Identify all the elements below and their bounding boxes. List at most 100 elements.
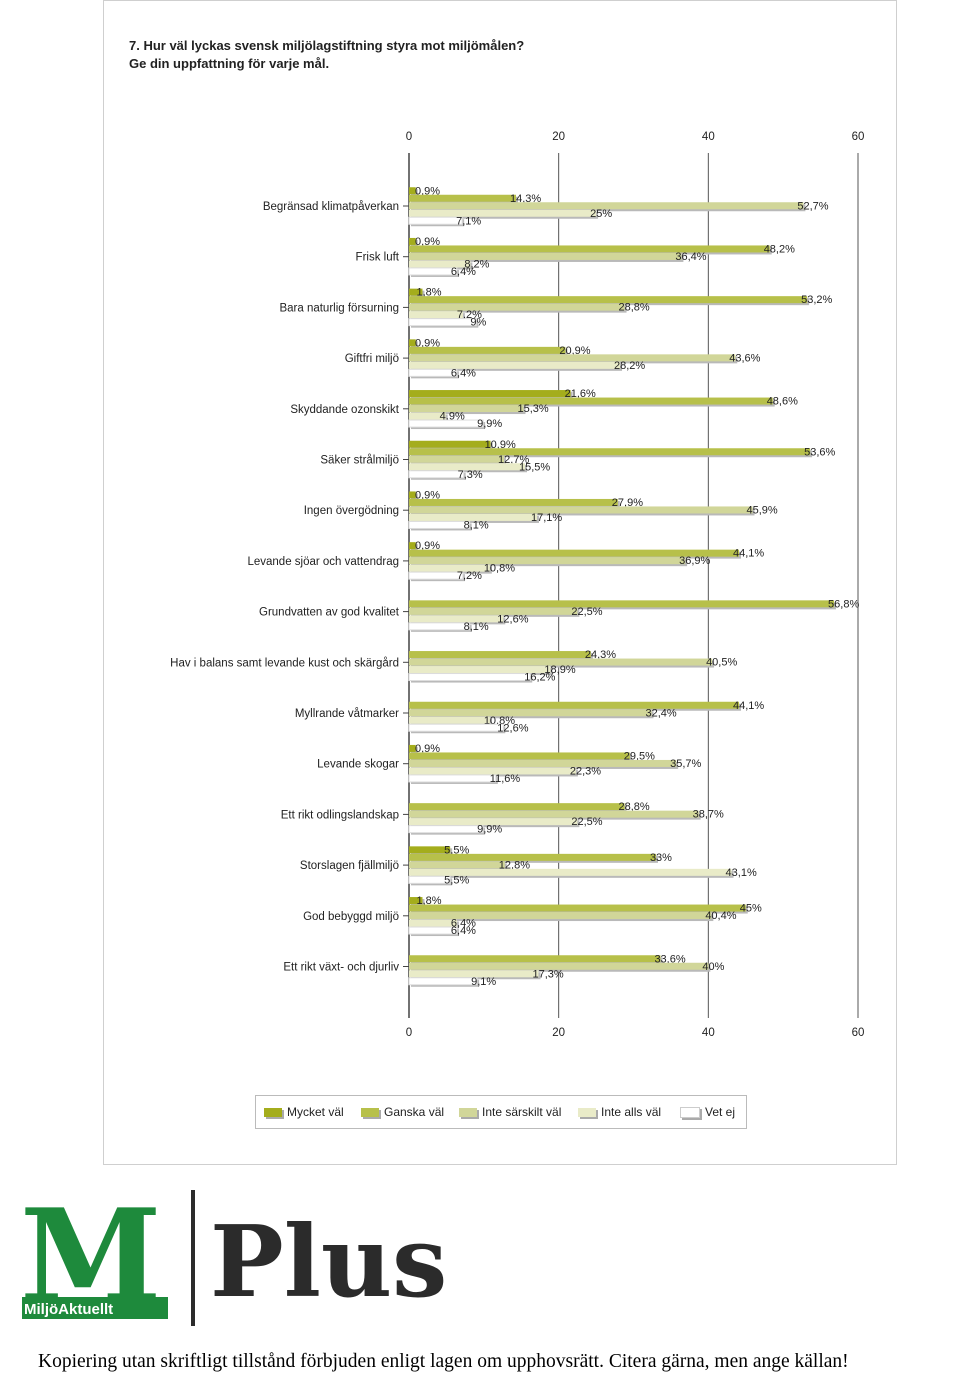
data-label-vet-ej-10: 12,6% xyxy=(497,722,528,734)
category-label-god-bebyggd-miljö: God bebyggd miljö xyxy=(303,911,399,923)
x-tick-bottom-60: 60 xyxy=(852,1027,865,1039)
bar-mycket-väl-2 xyxy=(409,288,423,296)
bar-inte-alls-väl-15 xyxy=(409,970,539,978)
data-label-inte-särskilt-väl-11: 35,7% xyxy=(670,758,701,770)
category-label-hav-i-balans-samt-levande-kust-och-skärgård: Hav i balans samt levande kust och skärg… xyxy=(170,657,399,669)
legend-item-inte-alls-väl: Inte alls väl xyxy=(578,1105,661,1119)
bar-mycket-väl-7 xyxy=(409,542,416,550)
data-label-ganska-väl-0: 14,3% xyxy=(510,193,541,205)
data-label-inte-särskilt-väl-4: 15,3% xyxy=(517,403,548,415)
category-label-myllrande-våtmarker: Myllrande våtmarker xyxy=(295,708,399,720)
data-label-inte-särskilt-väl-5: 12,7% xyxy=(498,454,529,466)
bar-inte-alls-väl-11 xyxy=(409,767,576,775)
bar-vet-ej-4 xyxy=(408,419,484,428)
data-label-inte-särskilt-väl-7: 36,9% xyxy=(679,555,710,567)
data-label-ganska-väl-4: 48,6% xyxy=(767,396,798,408)
bar-inte-särskilt-väl-5 xyxy=(409,455,505,463)
category-label-frisk-luft: Frisk luft xyxy=(356,252,400,264)
bar-vet-ej-15 xyxy=(408,977,478,986)
bar-chart: 0 0 20 20 40 40 60 60 Begränsad klimatpåverkan 0,… xyxy=(170,131,865,1039)
bar-vet-ej-2 xyxy=(408,318,477,327)
bar-vet-ej-13 xyxy=(408,875,451,884)
data-label-ganska-väl-5: 53,6% xyxy=(804,446,835,458)
legend-swatch xyxy=(578,1108,596,1118)
legend-label: Ganska väl xyxy=(384,1105,445,1119)
bar-inte-alls-väl-9 xyxy=(409,666,551,674)
data-label-ganska-väl-3: 20,9% xyxy=(559,345,590,357)
bar-mycket-väl-13 xyxy=(409,846,451,854)
legend-label: Inte alls väl xyxy=(601,1105,662,1119)
data-label-inte-särskilt-väl-12: 38,7% xyxy=(693,809,724,821)
x-tick-top-0: 0 xyxy=(406,131,412,143)
data-label-mycket-väl-5: 10,9% xyxy=(485,439,516,451)
legend-swatch xyxy=(459,1108,477,1118)
data-label-inte-alls-väl-0: 25% xyxy=(590,208,612,220)
category-label-säker-strålmiljö: Säker strålmiljö xyxy=(320,455,399,467)
bar-mycket-väl-11 xyxy=(409,744,416,752)
bar-inte-alls-väl-4 xyxy=(409,412,446,420)
bar-ganska-väl-5 xyxy=(409,448,811,456)
data-label-inte-alls-väl-13: 43,1% xyxy=(726,867,757,879)
x-tick-top-20: 20 xyxy=(552,131,565,143)
data-label-mycket-väl-14: 1,8% xyxy=(416,895,441,907)
category-label-giftfri-miljö: Giftfri miljö xyxy=(345,353,399,365)
bar-mycket-väl-3 xyxy=(409,339,416,347)
chart-subtitle: Ge din uppfattning för varje mål. xyxy=(129,56,330,71)
bar-ganska-väl-4 xyxy=(409,397,773,405)
data-label-mycket-väl-13: 5,5% xyxy=(444,844,469,856)
bar-ganska-väl-2 xyxy=(409,296,808,304)
bar-vet-ej-9 xyxy=(408,673,531,682)
bar-vet-ej-7 xyxy=(408,571,464,580)
bar-vet-ej-10 xyxy=(408,723,504,732)
bar-ganska-väl-15 xyxy=(409,955,661,963)
bar-mycket-väl-1 xyxy=(409,237,416,245)
bar-inte-alls-väl-2 xyxy=(409,311,463,319)
x-tick-bottom-20: 20 xyxy=(552,1027,565,1039)
legend-label: Mycket väl xyxy=(287,1105,344,1119)
bar-inte-särskilt-väl-2 xyxy=(409,303,625,311)
data-label-vet-ej-1: 6,4% xyxy=(451,266,476,278)
bar-inte-särskilt-väl-1 xyxy=(409,252,682,260)
data-label-vet-ej-7: 7,2% xyxy=(457,570,482,582)
bar-inte-särskilt-väl-10 xyxy=(409,709,652,717)
bar-inte-särskilt-väl-6 xyxy=(409,506,753,514)
bar-vet-ej-8 xyxy=(408,622,471,631)
data-label-ganska-väl-7: 44,1% xyxy=(733,548,764,560)
bar-ganska-väl-7 xyxy=(409,549,740,557)
category-label-bara-naturlig-försurning: Bara naturlig försurning xyxy=(279,302,399,314)
logo-plus-word: Plus xyxy=(210,1205,447,1320)
bar-inte-särskilt-väl-3 xyxy=(409,354,736,362)
data-label-mycket-väl-0: 0,9% xyxy=(415,185,440,197)
bar-ganska-väl-12 xyxy=(409,803,625,811)
data-label-vet-ej-0: 7,1% xyxy=(456,215,481,227)
legend-item-mycket-väl: Mycket väl xyxy=(264,1105,344,1119)
bar-ganska-väl-8 xyxy=(409,600,835,608)
data-label-ganska-väl-14: 45% xyxy=(740,903,762,915)
category-label-grundvatten-av-god-kvalitet: Grundvatten av god kvalitet xyxy=(259,607,400,619)
logo-brand-small: MiljöAktuellt xyxy=(24,1301,113,1318)
data-label-inte-särskilt-väl-3: 43,6% xyxy=(729,352,760,364)
bar-inte-särskilt-väl-8 xyxy=(409,607,578,615)
bar-mycket-väl-5 xyxy=(409,440,491,448)
bar-inte-särskilt-väl-4 xyxy=(409,405,524,413)
data-label-inte-särskilt-väl-8: 22,5% xyxy=(571,606,602,618)
data-label-inte-särskilt-väl-1: 36,4% xyxy=(675,251,706,263)
data-label-vet-ej-14: 6,4% xyxy=(451,925,476,937)
data-label-mycket-väl-6: 0,9% xyxy=(415,489,440,501)
logo-divider xyxy=(191,1190,195,1326)
data-label-vet-ej-4: 9,9% xyxy=(477,418,502,430)
data-label-ganska-väl-9: 24,3% xyxy=(585,649,616,661)
data-label-ganska-väl-6: 27,9% xyxy=(612,497,643,509)
bar-inte-alls-väl-0 xyxy=(409,209,597,217)
data-label-inte-särskilt-väl-9: 40,5% xyxy=(706,657,737,669)
data-label-ganska-väl-1: 48,2% xyxy=(764,243,795,255)
data-label-ganska-väl-10: 44,1% xyxy=(733,700,764,712)
bar-mycket-väl-4 xyxy=(409,390,571,398)
bar-ganska-väl-0 xyxy=(409,194,517,202)
bar-inte-särskilt-väl-0 xyxy=(409,202,804,210)
category-label-begränsad-klimatpåverkan: Begränsad klimatpåverkan xyxy=(263,201,399,213)
legend-swatch xyxy=(264,1108,282,1118)
data-label-inte-alls-väl-3: 28,2% xyxy=(614,360,645,372)
bar-ganska-väl-13 xyxy=(409,853,656,861)
data-label-inte-alls-väl-8: 12,6% xyxy=(497,613,528,625)
